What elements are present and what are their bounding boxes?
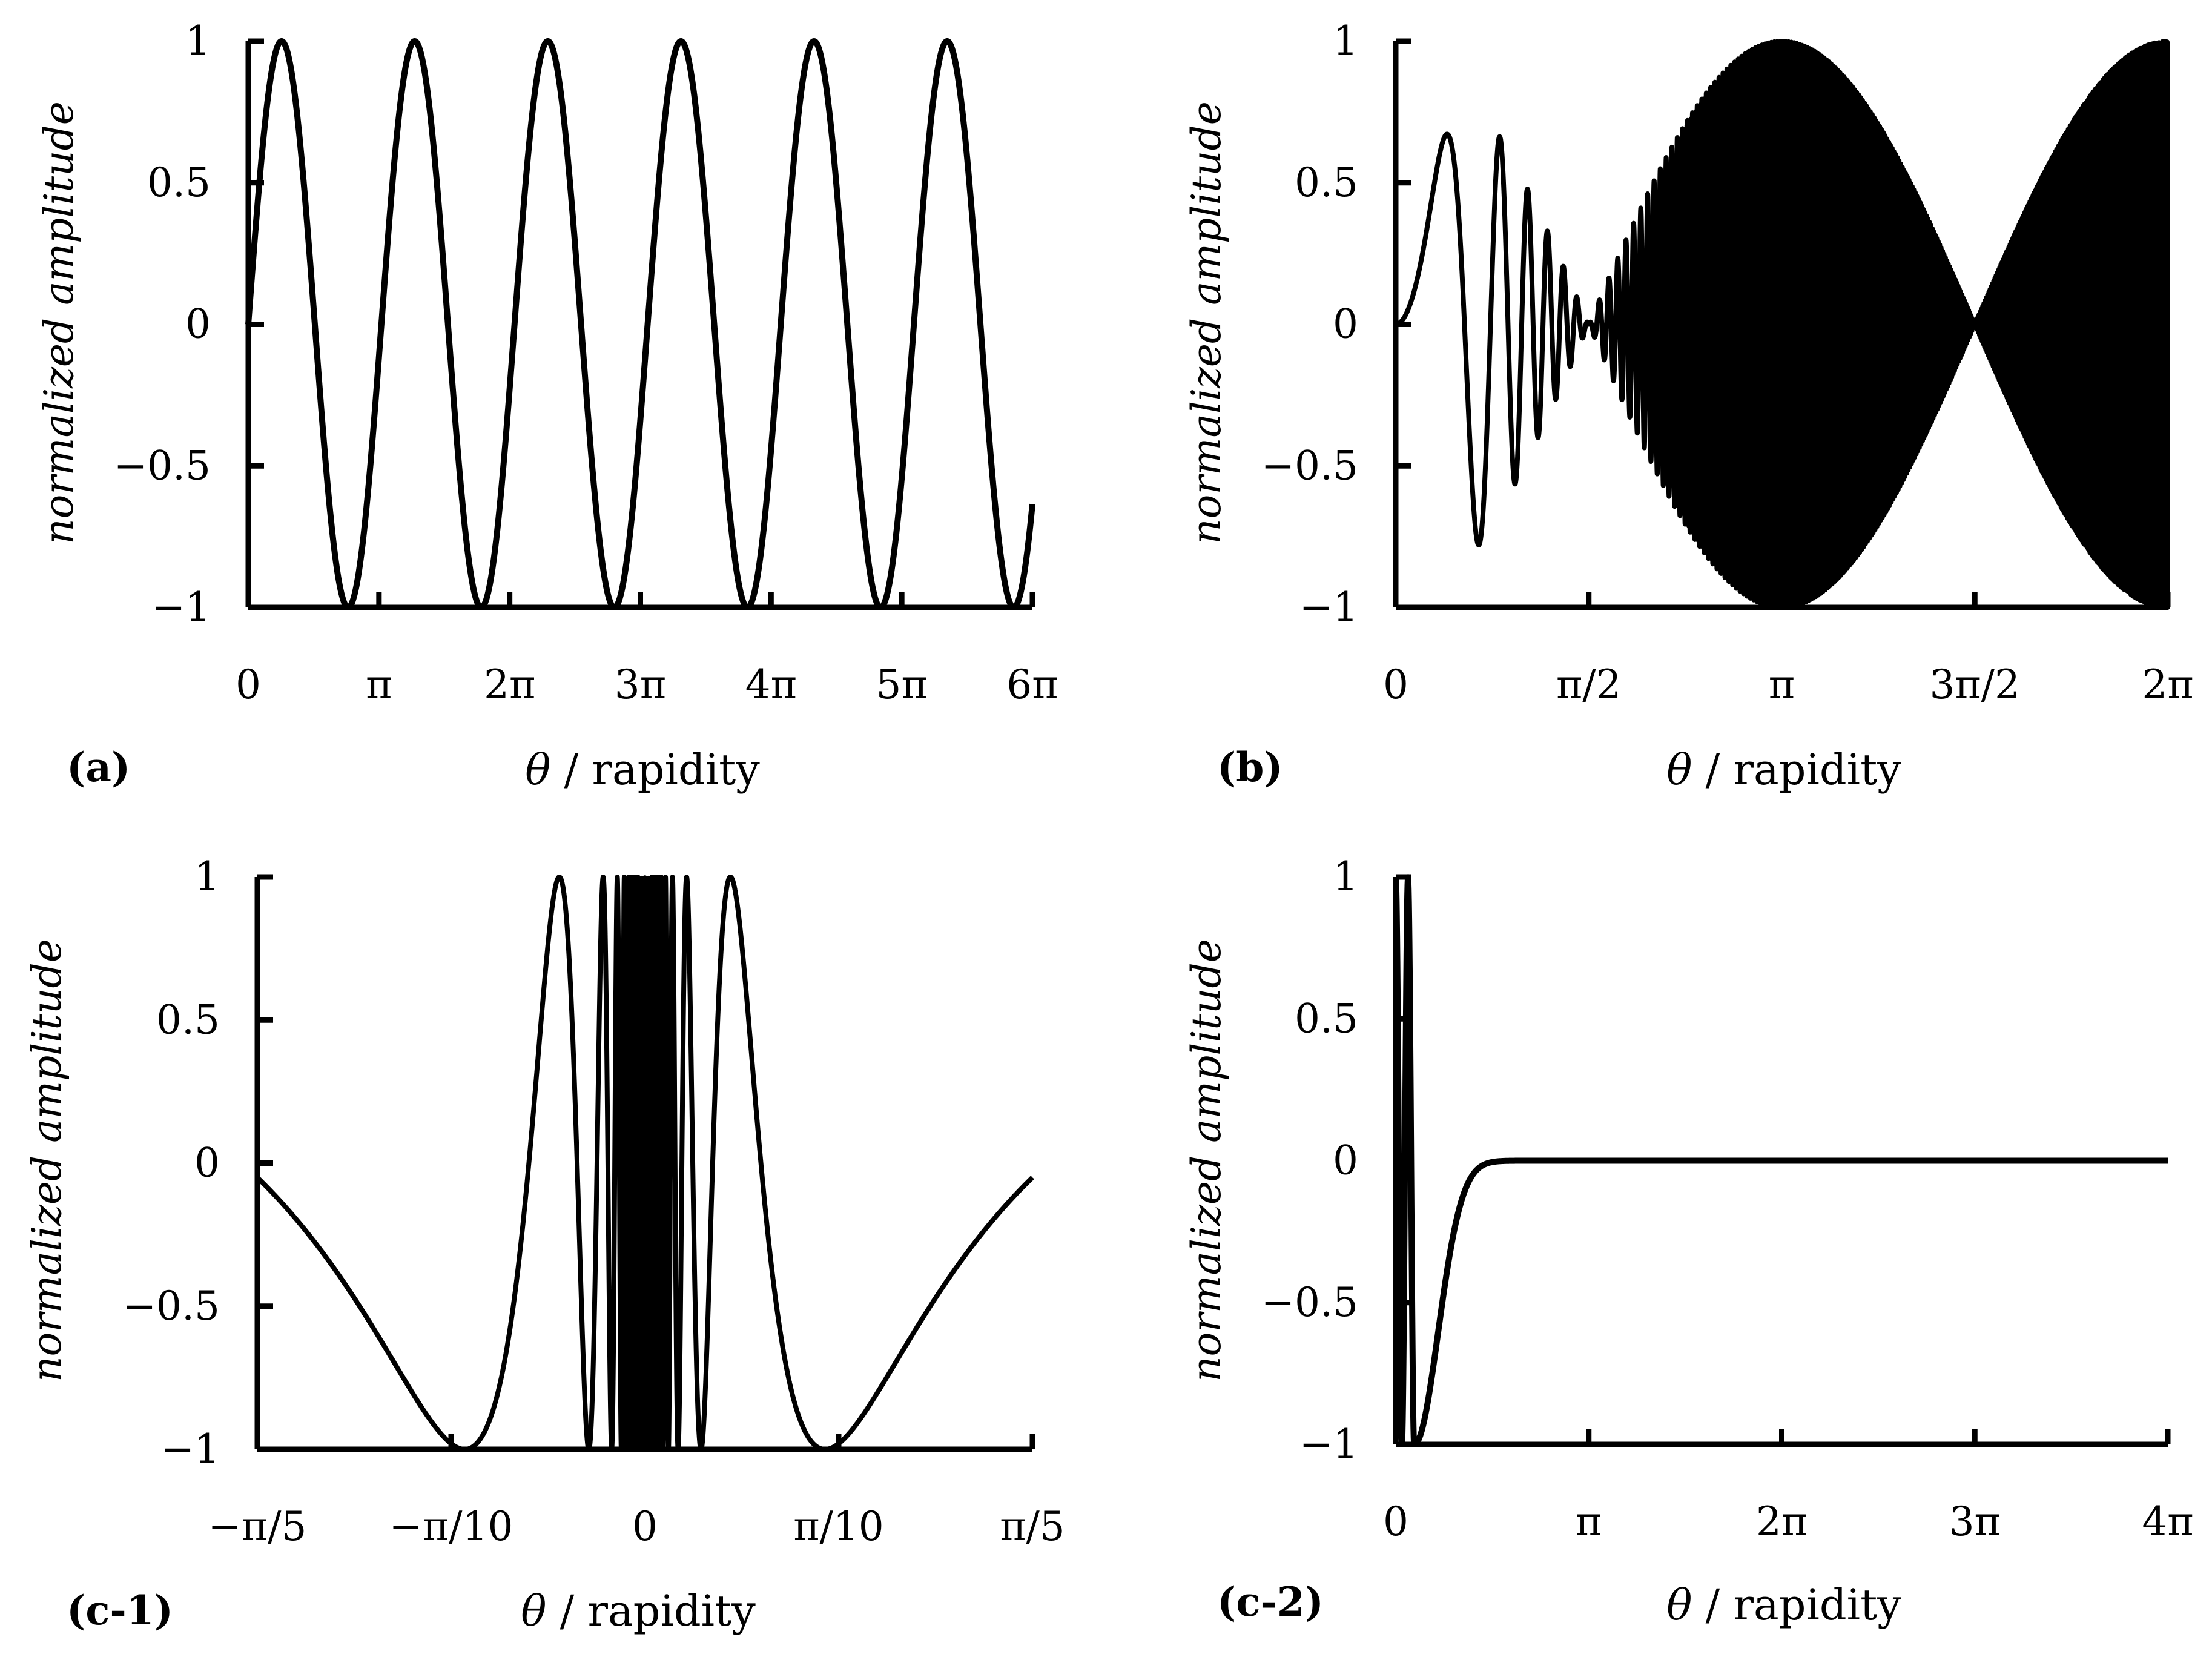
plot-a: 1 0.5 0 −0.5 −1 0 π 2π 3π 4π 5π 6π	[114, 18, 1058, 708]
panel-c2-label: (c-2)	[1217, 1578, 1324, 1626]
y-tick-label-c2: 0.5	[1295, 995, 1358, 1042]
panel-c2-y-axis-title: normalized amplitude	[1183, 939, 1230, 1382]
x-tick-label-c2: π	[1576, 1498, 1602, 1545]
x-tick-label-c1: 0	[632, 1503, 658, 1550]
y-tick-label-c2: −0.5	[1261, 1279, 1358, 1326]
y-tick-label-c1: 1	[194, 853, 220, 900]
y-tick-label-a: 0	[185, 301, 211, 348]
x-tick-label-a: 6π	[1006, 661, 1058, 708]
series-line-a	[245, 38, 1035, 610]
x-tick-label-b: 2π	[2142, 661, 2193, 708]
series-envelope-fill-b	[1684, 41, 2168, 607]
y-tick-label-b: 0.5	[1295, 159, 1358, 206]
x-tick-label-b: π/2	[1556, 661, 1622, 708]
y-tick-label-a: −1	[152, 584, 211, 630]
x-tick-label-c1: −π/10	[389, 1503, 513, 1550]
panel-c1-label: (c-1)	[67, 1587, 173, 1634]
plot-c2: 1 0.5 0 −0.5 −1 0 π 2π 3π 4π	[1261, 853, 2194, 1545]
x-tick-label-c2: 0	[1383, 1498, 1408, 1545]
panel-b-x-axis-title: θ / rapidity	[1666, 745, 1901, 795]
x-tick-label-a: 4π	[745, 661, 797, 708]
y-tick-label-a: 1	[185, 18, 211, 64]
y-tick-label-c1: −0.5	[123, 1283, 220, 1329]
x-tick-label-a: 3π	[615, 661, 666, 708]
y-tick-label-b: 0	[1333, 301, 1358, 348]
x-tick-label-c1: π/10	[793, 1503, 884, 1550]
y-tick-label-c1: 0	[194, 1140, 220, 1186]
panel-a-x-axis-title: θ / rapidity	[525, 745, 760, 795]
y-tick-label-c2: 1	[1333, 853, 1358, 900]
series-line-c2	[1393, 874, 2171, 1447]
y-tick-label-a: 0.5	[147, 159, 211, 206]
panel-c2-x-axis-title: θ / rapidity	[1666, 1580, 1901, 1630]
panel-b: normalized amplitude (b) θ / rapidity	[1183, 101, 1901, 795]
x-tick-label-a: 2π	[484, 661, 535, 708]
panel-a-label: (a)	[67, 744, 130, 791]
panel-a: normalized amplitude (a) θ / rapidity	[36, 101, 760, 795]
plot-b: 1 0.5 0 −0.5 −1 0 π/2 π 3π/2 2π	[1261, 18, 2194, 708]
plot-layer: 1 0.5 0 −0.5 −1 0 π 2π 3π 4π 5π 6π 1 0.5 0 −0.5 −1 0 π/2 π 3…	[114, 18, 2194, 1550]
panel-c1-x-axis-title: θ / rapidity	[521, 1586, 756, 1636]
x-tick-label-a: 5π	[876, 661, 927, 708]
x-tick-label-b: 0	[1383, 661, 1408, 708]
series-dense-fill-c1	[631, 877, 659, 1449]
x-tick-label-c2: 4π	[2142, 1498, 2193, 1545]
panel-b-label: (b)	[1217, 744, 1283, 791]
x-tick-label-b: 3π/2	[1929, 661, 2020, 708]
x-tick-label-a: π	[366, 661, 392, 708]
x-tick-label-c1: −π/5	[208, 1503, 307, 1550]
x-tick-label-c2: 2π	[1756, 1498, 1808, 1545]
y-tick-label-b: −0.5	[1261, 442, 1358, 489]
y-tick-label-c2: 0	[1333, 1137, 1358, 1184]
y-tick-label-b: 1	[1333, 18, 1358, 64]
x-tick-label-a: 0	[236, 661, 261, 708]
y-tick-label-c1: −1	[161, 1426, 220, 1472]
y-tick-label-c2: −1	[1299, 1421, 1358, 1467]
panel-b-y-axis-title: normalized amplitude	[1183, 101, 1230, 544]
y-tick-label-b: −1	[1299, 584, 1358, 630]
plot-c1: 1 0.5 0 −0.5 −1 −π/5 −π/10 0 π/10 π/5	[123, 853, 1065, 1550]
panel-c1-y-axis-title: normalized amplitude	[24, 939, 70, 1382]
y-tick-label-c1: 0.5	[156, 996, 220, 1043]
panel-a-y-axis-title: normalized amplitude	[36, 101, 82, 544]
x-tick-label-b: π	[1769, 661, 1795, 708]
y-tick-label-a: −0.5	[114, 442, 211, 489]
x-tick-label-c2: 3π	[1949, 1498, 2001, 1545]
panel-c2: normalized amplitude (c-2) θ / rapidity	[1183, 939, 1901, 1630]
x-tick-label-c1: π/5	[1000, 1503, 1065, 1550]
panel-c1: normalized amplitude (c-1) θ / rapidity	[24, 939, 756, 1636]
